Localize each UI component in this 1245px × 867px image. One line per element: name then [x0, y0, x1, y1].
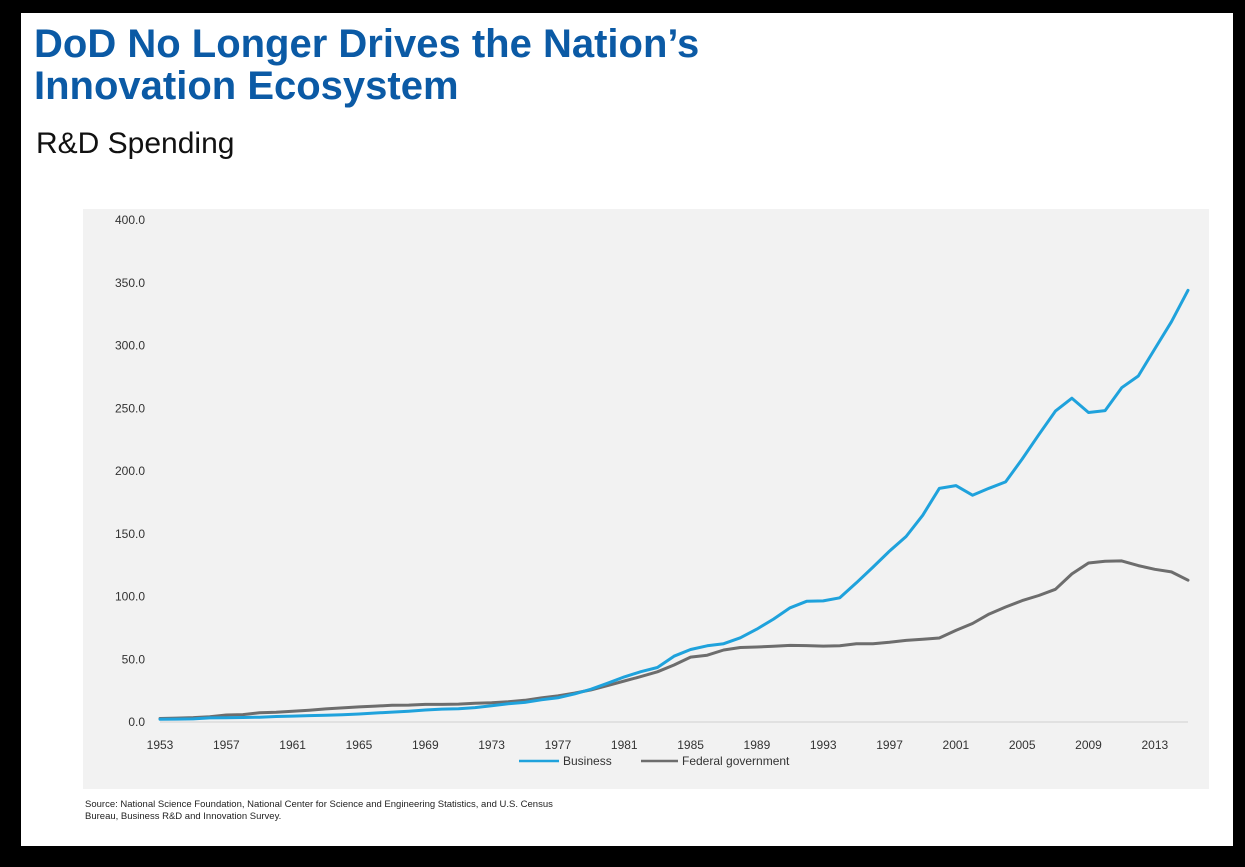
y-tick-label: 300.0	[115, 339, 145, 353]
x-tick-label: 1953	[147, 738, 174, 752]
page-title: DoD No Longer Drives the Nation’s Innova…	[34, 23, 699, 107]
x-tick-label: 1965	[346, 738, 373, 752]
legend: Business Federal government	[519, 754, 790, 768]
x-tick-label: 1957	[213, 738, 240, 752]
source-line-1: Source: National Science Foundation, Nat…	[85, 799, 553, 810]
legend-label: Business	[563, 754, 612, 768]
title-line-2: Innovation Ecosystem	[34, 64, 459, 108]
y-tick-label: 200.0	[115, 464, 145, 478]
x-tick-label: 1973	[478, 738, 505, 752]
x-axis: 1953 1957 1961 1965 1969 1973 1977 1981 1985 1989…	[147, 738, 1169, 752]
series-line-business	[158, 288, 1190, 721]
y-axis: 0.0 50.0 100.0 150.0 200.0 250.0 300.0 350.0 400…	[115, 213, 145, 729]
legend-label: Federal government	[682, 754, 790, 768]
slide: DoD No Longer Drives the Nation’s Innova…	[21, 13, 1233, 846]
source-note: Source: National Science Foundation, Nat…	[85, 799, 785, 823]
x-tick-label: 2013	[1141, 738, 1168, 752]
source-line-2: Bureau, Business R&D and Innovation Surv…	[85, 811, 282, 822]
y-tick-label: 250.0	[115, 401, 145, 415]
x-tick-label: 1977	[545, 738, 572, 752]
subtitle: R&D Spending	[36, 127, 235, 160]
y-tick-label: 350.0	[115, 276, 145, 290]
y-tick-label: 50.0	[122, 652, 146, 666]
title-line-1: DoD No Longer Drives the Nation’s	[34, 22, 700, 66]
x-tick-label: 2009	[1075, 738, 1102, 752]
x-tick-label: 2001	[943, 738, 970, 752]
x-tick-label: 1997	[876, 738, 903, 752]
y-tick-label: 150.0	[115, 527, 145, 541]
x-tick-label: 1993	[810, 738, 837, 752]
x-tick-label: 1981	[611, 738, 638, 752]
y-tick-label: 0.0	[128, 715, 145, 729]
x-tick-label: 1961	[279, 738, 306, 752]
x-tick-label: 1969	[412, 738, 439, 752]
chart-area: 0.0 50.0 100.0 150.0 200.0 250.0 300.0 350.0 400…	[83, 209, 1209, 789]
x-tick-label: 1989	[744, 738, 771, 752]
series-line-federal-government	[158, 559, 1190, 720]
line-chart: 0.0 50.0 100.0 150.0 200.0 250.0 300.0 350.0 400…	[115, 213, 1190, 768]
y-tick-label: 400.0	[115, 213, 145, 227]
y-tick-label: 100.0	[115, 590, 145, 604]
x-tick-label: 1985	[677, 738, 704, 752]
x-tick-label: 2005	[1009, 738, 1036, 752]
series-lines	[158, 288, 1190, 721]
